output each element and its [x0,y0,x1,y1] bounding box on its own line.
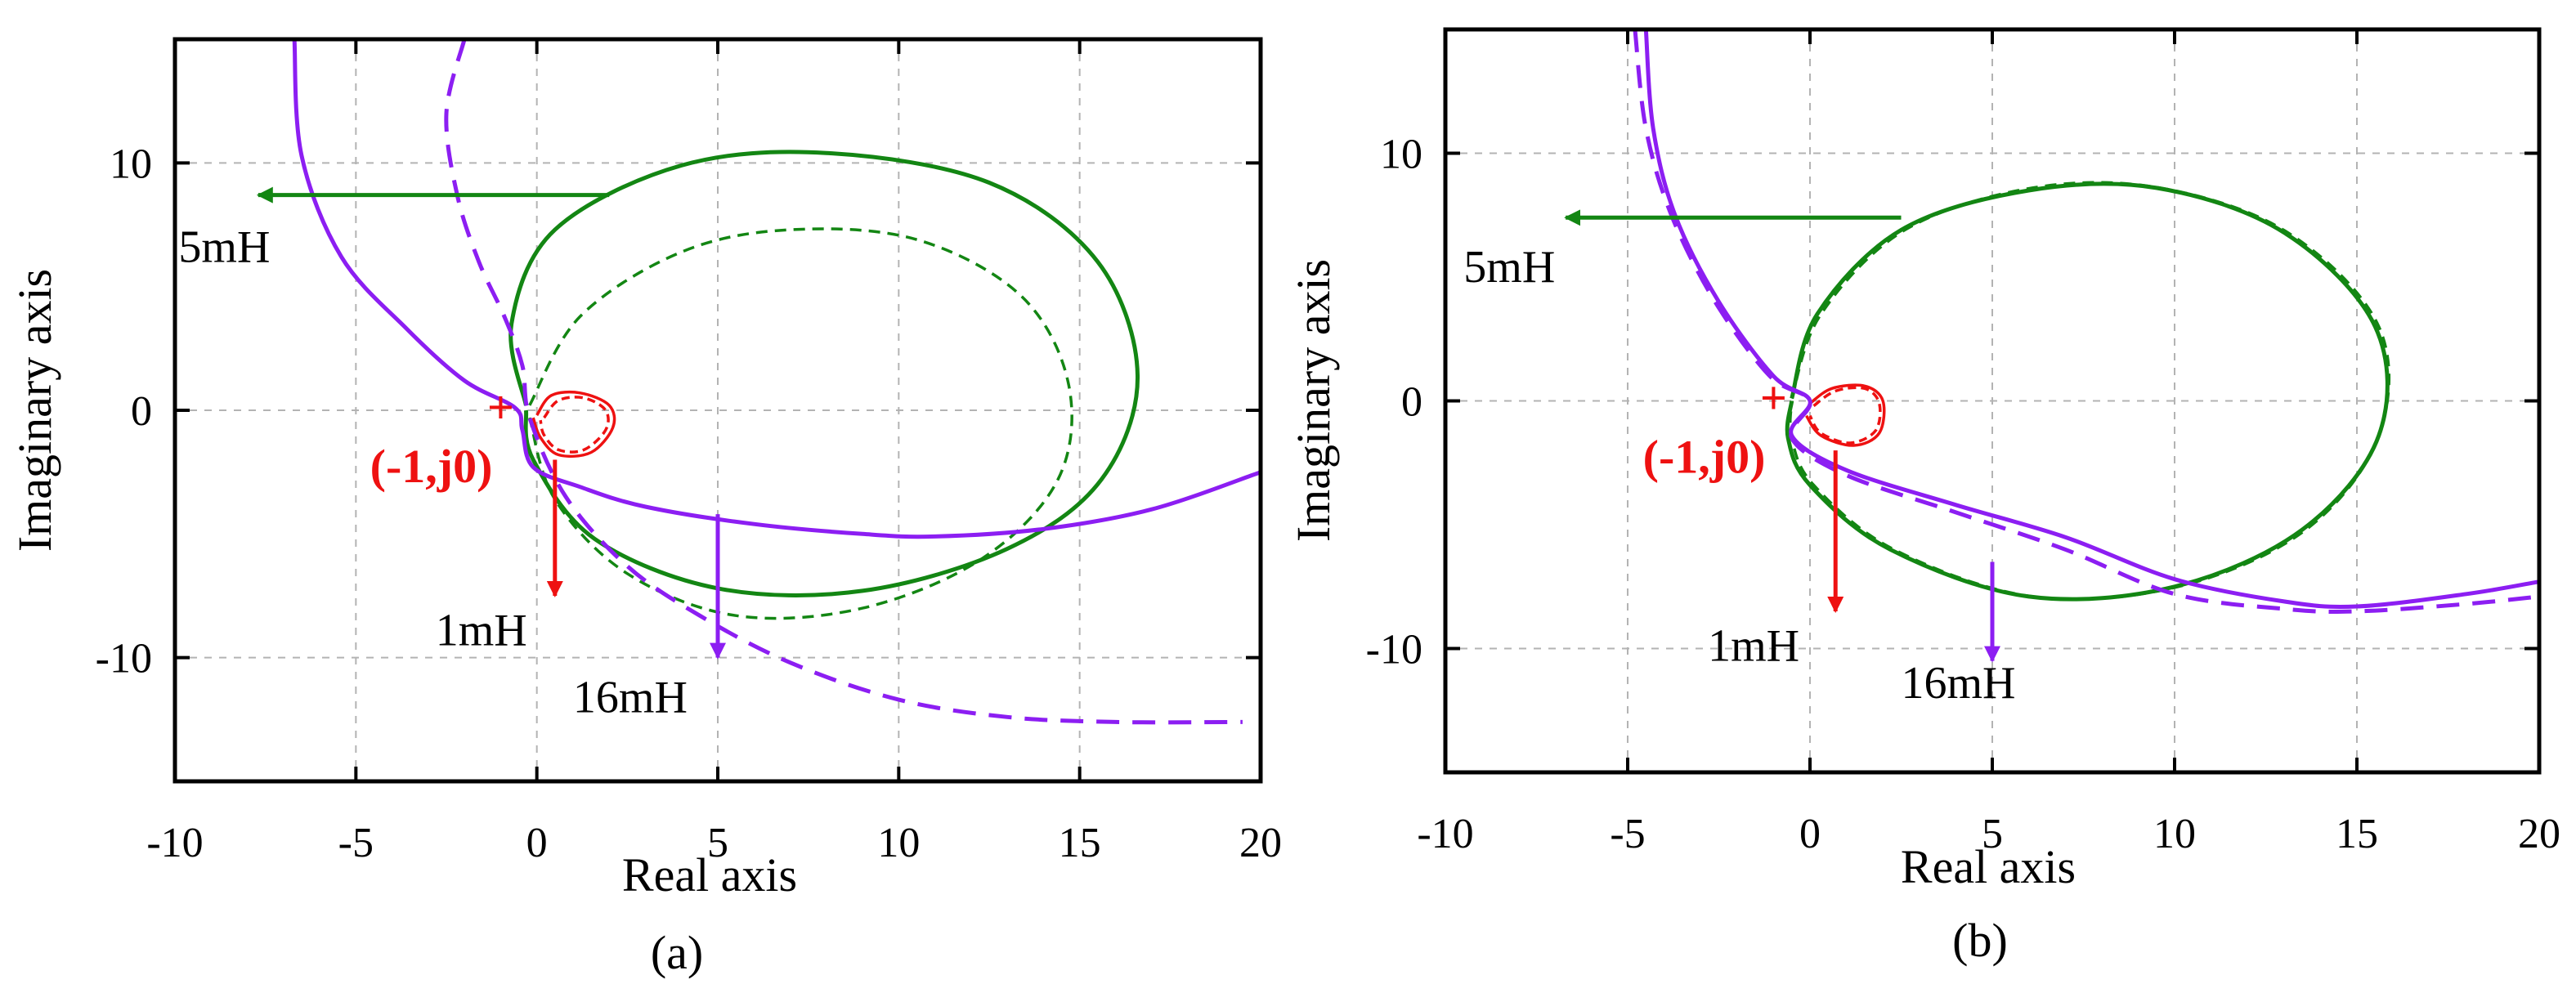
x-tick-label: 0 [526,820,548,866]
x-axis-label-b: Real axis [1901,840,2076,893]
x-tick-label: -10 [146,820,203,866]
x-tick-label: 10 [877,820,920,866]
y-axis-label-b: Imaginary axis [1287,259,1340,542]
ticks-b: -10 -5 0 5 10 15 20 -10 0 10 [1366,29,2560,857]
caption-a: (a) [651,926,703,979]
series-line-1mh-solid [1805,383,1886,447]
series-line-1mh-solid [531,390,616,459]
x-tick-label: -5 [338,820,374,866]
y-tick-label: 0 [1401,379,1422,426]
series-line-16mh-solid [1643,29,2540,609]
x-axis-label-a: Real axis [622,848,797,901]
series-line-16mh-solid [292,38,1261,539]
series-line-5mh-dashed [528,227,1073,620]
x-tick-label: -10 [1417,811,1473,857]
annotation-16mh: 16mH [1902,658,2016,709]
x-tick-label: 5 [1982,811,2003,857]
y-tick-label: 0 [131,388,152,435]
x-tick-label: 15 [1059,820,1101,866]
panel-b: -10 -5 0 5 10 15 20 -10 0 10 + (-1,j0) 5mH 1mH 16mH R… [1287,27,2560,967]
critical-point-marker: + [487,381,514,434]
annotation-1mh: 1mH [1708,621,1799,672]
series-line-1mh-dashed [1808,386,1882,445]
x-tick-label: 20 [2518,811,2560,857]
critical-point-label: (-1,j0) [1643,431,1766,484]
panel-a: -10 -5 0 5 10 15 20 -10 0 10 + (-1,j0) 5mH 1mH 16mH R… [8,37,1282,979]
x-tick-label: 10 [2153,811,2196,857]
x-tick-label: -5 [1610,811,1645,857]
y-tick-label: 10 [110,141,152,187]
annotation-1mh: 1mH [436,606,527,656]
grid-lines-a [175,39,1261,781]
annotations-a: + (-1,j0) 5mH 1mH 16mH [178,186,726,722]
y-tick-label: -10 [96,636,152,682]
x-tick-label: 5 [707,820,728,866]
annotations-b: + (-1,j0) 5mH 1mH 16mH [1463,209,2016,709]
series-line-5mh-dashed [1788,181,2391,601]
annotation-5mh: 5mH [178,221,270,272]
series-line-16mh-dashed [444,38,1243,725]
critical-point-label: (-1,j0) [370,440,493,493]
ticks-a: -10 -5 0 5 10 15 20 -10 0 10 [96,39,1282,866]
caption-b: (b) [1952,914,2008,967]
x-tick-label: 15 [2336,811,2378,857]
series-group-b [1633,29,2540,615]
y-tick-label: -10 [1366,627,1422,673]
series-line-16mh-dashed [1633,29,2540,615]
series-line-1mh-dashed [539,396,610,454]
x-tick-label: 0 [1799,811,1821,857]
critical-point-marker: + [1760,372,1787,425]
annotation-16mh: 16mH [573,672,688,722]
y-axis-label-a: Imaginary axis [8,269,61,552]
y-tick-label: 10 [1380,132,1422,178]
x-tick-label: 20 [1239,820,1282,866]
annotation-5mh: 5mH [1463,242,1555,293]
